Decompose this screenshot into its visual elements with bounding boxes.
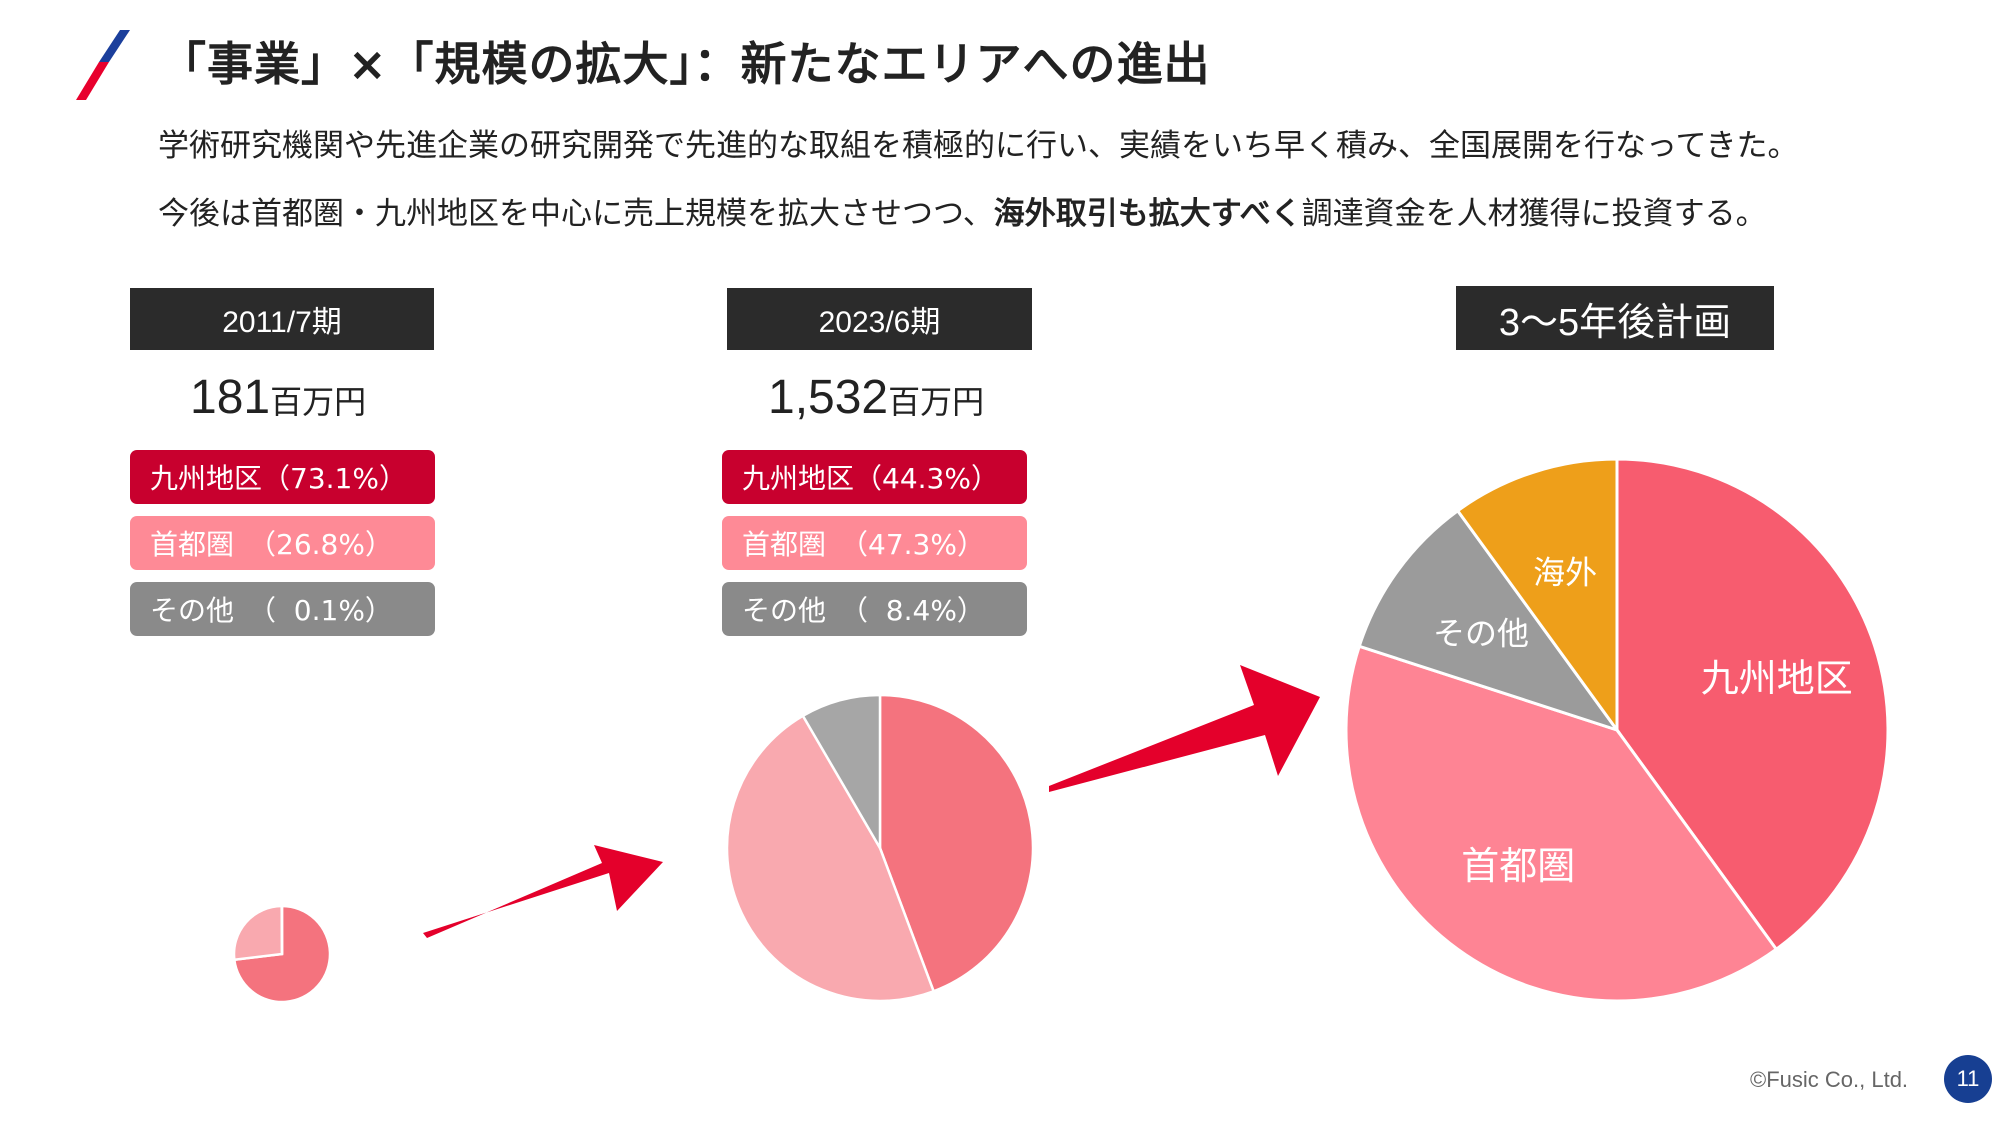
pie-slice-その他	[1357, 508, 1621, 733]
pie-slice-九州地区	[1615, 457, 1890, 952]
pie-slice-首都圏	[1344, 644, 1779, 1003]
pie-slice-海外	[1455, 457, 1619, 735]
brand-slash-icon	[76, 30, 130, 100]
pie-label-首都圏: 首都圏	[1461, 844, 1575, 888]
intro-line-2-bold: 海外取引も拡大すべく	[993, 196, 1302, 232]
intro-line-2-suffix: 調達資金を人材獲得に投資する。	[1301, 196, 1767, 232]
period-1-kyushu-badge: 九州地区（73.1%）	[130, 450, 435, 504]
pie-slice-首都圏	[725, 714, 936, 1003]
intro-line-2: 今後は首都圏・九州地区を中心に売上規模を拡大させつつ、海外取引も拡大すべく調達資…	[158, 188, 1767, 233]
period-1-header: 2011/7期	[130, 288, 434, 350]
period-2-total-unit: 百万円	[888, 383, 985, 421]
period-2-total: 1,532百万円	[768, 370, 984, 425]
growth-arrow-2	[1049, 665, 1320, 792]
growth-arrow-1	[423, 845, 663, 938]
period-1-other-badge: その他 （ 0.1%）	[130, 582, 435, 636]
period-2-shutoken-badge: 首都圏 （47.3%）	[722, 516, 1027, 570]
period-1-total-unit: 百万円	[270, 383, 367, 421]
period-1-total-value: 181	[190, 371, 271, 424]
pie-label-九州地区: 九州地区	[1701, 656, 1853, 700]
period-1-shutoken-badge: 首都圏 （26.8%）	[130, 516, 435, 570]
period-2-header: 2023/6期	[727, 288, 1032, 350]
pie-chart-2011	[232, 904, 332, 1004]
pie-label-海外: 海外	[1533, 554, 1597, 592]
period-2-total-value: 1,532	[768, 371, 889, 424]
intro-line-2-prefix: 今後は首都圏・九州地区を中心に売上規模を拡大させつつ、	[158, 196, 994, 232]
period-2-kyushu-badge: 九州地区（44.3%）	[722, 450, 1027, 504]
period-2-other-badge: その他 （ 8.4%）	[722, 582, 1027, 636]
page-number: 11	[1944, 1055, 1992, 1103]
period-3-header: 3～5年後計画	[1456, 286, 1774, 350]
pie-slice-九州地区	[878, 693, 1035, 993]
pie-chart-2023	[725, 693, 1035, 1003]
copyright: ©Fusic Co., Ltd.	[1750, 1067, 1909, 1092]
period-1-total: 181百万円	[190, 370, 366, 425]
intro-line-1: 学術研究機関や先進企業の研究開発で先進的な取組を積極的に行い、実績をいち早く積み…	[158, 128, 1799, 164]
pie-label-その他: その他	[1433, 615, 1529, 653]
pie-slice-その他	[801, 693, 882, 853]
pie-slice-首都圏	[232, 904, 284, 962]
page-title: 「事業」×「規模の拡大」：新たなエリアへの進出	[160, 37, 1211, 91]
